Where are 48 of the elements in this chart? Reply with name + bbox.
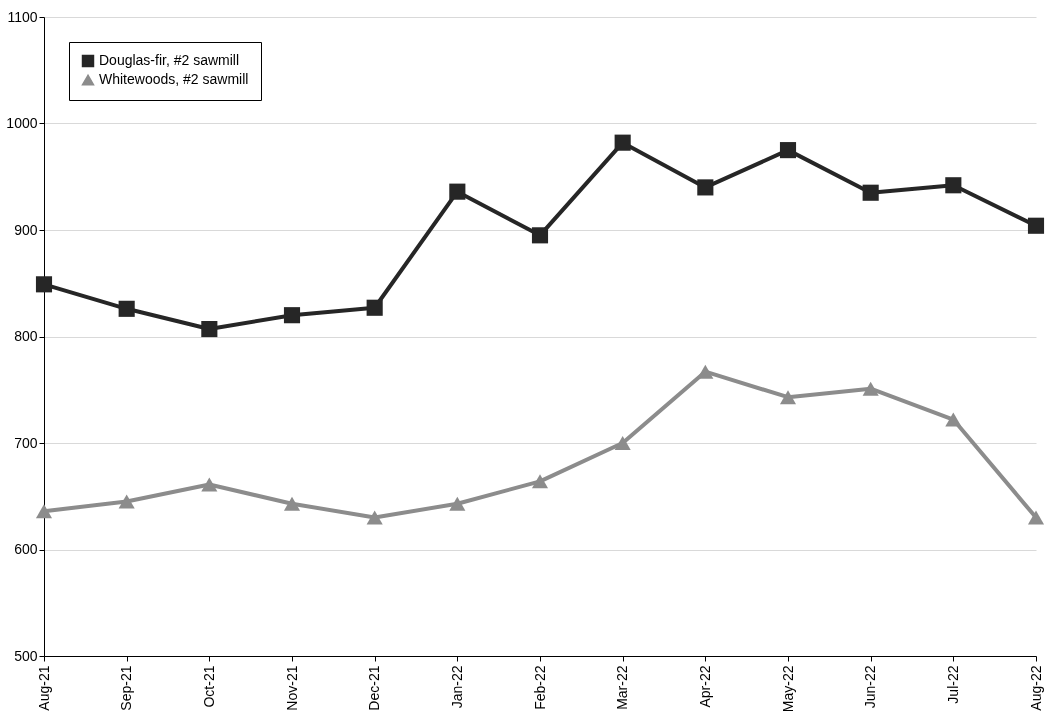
- y-tick-label: 800: [14, 328, 38, 344]
- point: [201, 320, 218, 338]
- x-tick-label: Nov-21: [283, 665, 300, 711]
- point: [697, 179, 714, 196]
- point: [1027, 510, 1045, 525]
- point: [366, 510, 383, 525]
- y-tick-label: 500: [14, 647, 38, 664]
- point: [35, 276, 53, 293]
- point: [283, 496, 301, 511]
- x-tick-label: Oct-21: [200, 665, 217, 708]
- x-tick-label: Jun-22: [862, 665, 879, 709]
- point: [862, 381, 879, 396]
- x-tick-label: Dec-21: [366, 665, 383, 711]
- point: [118, 494, 135, 509]
- point: [531, 227, 549, 244]
- point: [531, 474, 549, 489]
- point: [862, 184, 879, 201]
- legend-label: Douglas-fir, #2 sawmill: [99, 52, 240, 68]
- point: [779, 142, 797, 159]
- y-tick-label: 900: [14, 221, 38, 238]
- point: [945, 177, 962, 194]
- x-tick-label: Jan-22: [448, 665, 465, 709]
- point: [366, 299, 383, 316]
- x-tick-label: Jul-22: [944, 665, 961, 704]
- y-tick-label: 1100: [7, 8, 38, 25]
- point: [697, 364, 714, 379]
- y-tick-label: 1000: [6, 115, 38, 131]
- point: [614, 134, 631, 151]
- x-tick-label: Apr-22: [696, 665, 713, 708]
- point: [779, 390, 797, 405]
- x-tick-label: Sep-21: [118, 665, 135, 711]
- point: [945, 412, 962, 427]
- x-tick-label: Mar-22: [614, 665, 631, 710]
- x-tick-label: Aug-22: [1027, 665, 1044, 711]
- x-tick-label: Aug-21: [35, 665, 52, 711]
- x-tick-label: Feb-22: [531, 665, 548, 710]
- point: [449, 183, 466, 200]
- y-tick-label: 700: [14, 434, 38, 451]
- point: [118, 300, 135, 317]
- point: [1027, 217, 1045, 234]
- point: [449, 496, 466, 511]
- point: [35, 504, 53, 519]
- point: [283, 307, 301, 324]
- x-tick-label: May-22: [779, 665, 796, 713]
- legend-label: Whitewoods, #2 sawmill: [99, 71, 249, 87]
- y-tick-label: 600: [14, 541, 38, 557]
- point: [614, 436, 631, 450]
- point: [201, 477, 218, 492]
